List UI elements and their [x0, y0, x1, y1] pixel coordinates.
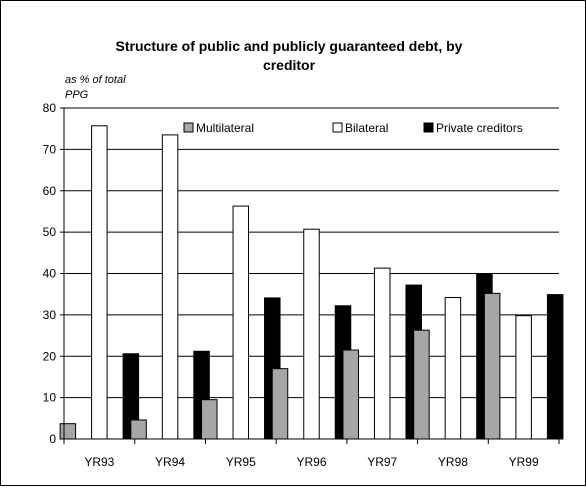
- legend-label-multilateral: Multilateral: [196, 121, 254, 135]
- bar-multilateral-yr99: [483, 292, 501, 440]
- x-tick-label: YR99: [509, 455, 539, 469]
- x-tick-label: YR93: [84, 455, 114, 469]
- legend-swatch-multilateral: [183, 122, 194, 133]
- y-tick-label: 60: [43, 184, 57, 198]
- y-axis-label-line2: PPG: [65, 89, 89, 101]
- x-tick-label: YR95: [226, 455, 256, 469]
- legend-background: [181, 119, 559, 139]
- bar-multilateral-yr97: [342, 349, 359, 440]
- chart-title-line1: Structure of public and publicly guarant…: [116, 38, 463, 54]
- bar-multilateral-yr98: [413, 329, 430, 440]
- bar-bilateral-yr93: [91, 125, 108, 440]
- bar-bilateral-yr96: [303, 228, 320, 440]
- bar-multilateral-yr96: [271, 368, 289, 440]
- legend-label-private-creditors: Private creditors: [436, 121, 523, 135]
- y-tick-label: 20: [43, 349, 57, 363]
- bar-multilateral-yr93: [59, 423, 77, 440]
- bar-bilateral-yr95: [232, 205, 250, 440]
- x-tick-label: YR96: [296, 455, 326, 469]
- x-tick-label: YR98: [438, 455, 468, 469]
- legend-swatch-private-creditors: [423, 122, 434, 133]
- bar-bilateral-yr98: [444, 296, 462, 440]
- axes: [60, 107, 560, 444]
- y-tick-label: 0: [49, 432, 56, 446]
- bars: [59, 125, 564, 440]
- bar-bilateral-yr97: [373, 267, 391, 440]
- legend-swatch-bilateral: [332, 122, 343, 133]
- bar-bilateral-yr99: [515, 315, 532, 440]
- bar-multilateral-yr94: [130, 419, 147, 440]
- legend: Multilateral Bilateral Private creditors: [181, 119, 559, 139]
- y-axis-label-line1: as % of total: [65, 74, 126, 86]
- bar-multilateral-yr95: [201, 399, 218, 440]
- chart-title-line2: creditor: [263, 57, 316, 73]
- y-tick-label: 80: [43, 101, 57, 115]
- y-tick-label: 10: [43, 391, 57, 405]
- y-tick-label: 70: [43, 142, 57, 156]
- y-tick-label: 40: [43, 267, 57, 281]
- bar-private-creditors-yr99: [546, 294, 564, 440]
- x-tick-label: YR97: [367, 455, 397, 469]
- y-tick-label: 50: [43, 225, 57, 239]
- legend-label-bilateral: Bilateral: [345, 121, 388, 135]
- x-tick-label: YR94: [155, 455, 185, 469]
- y-tick-label: 30: [43, 308, 57, 322]
- x-tick-labels: YR93 YR94 YR95 YR96 YR97 YR98 YR99: [84, 455, 539, 469]
- bar-bilateral-yr94: [161, 134, 179, 440]
- y-tick-labels: 0 10 20 30 40 50 60 70 80: [43, 101, 57, 446]
